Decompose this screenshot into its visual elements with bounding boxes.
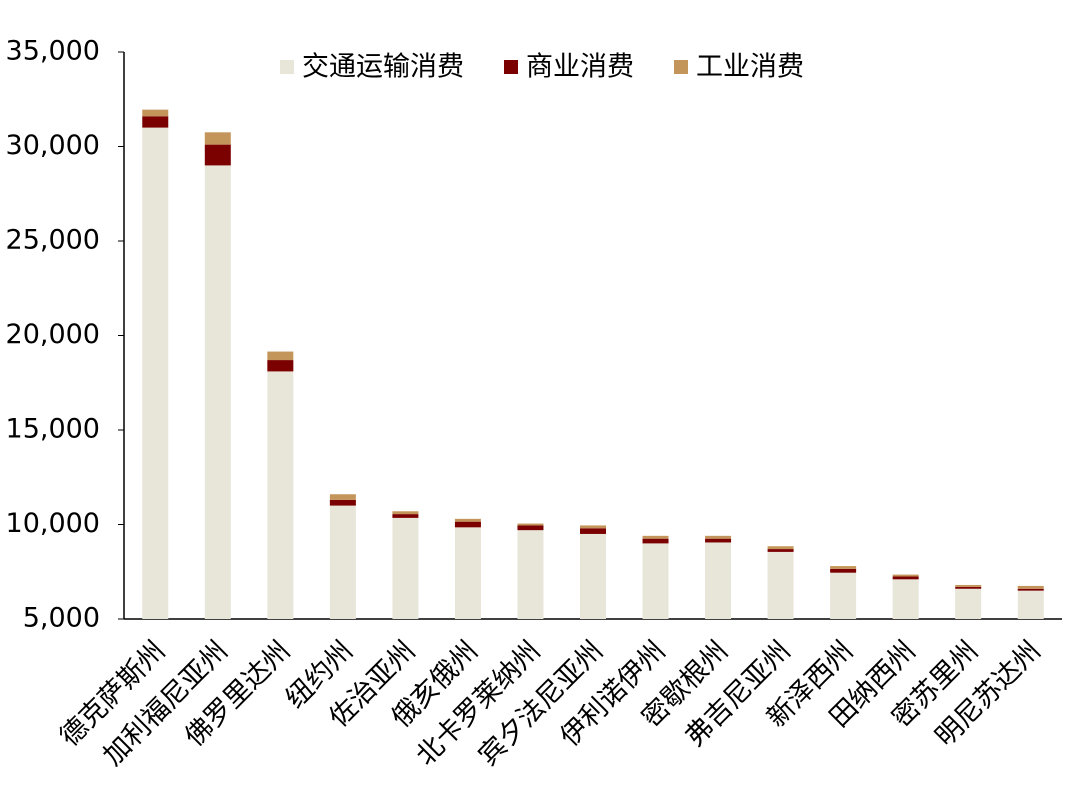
bar-segment [517, 530, 544, 619]
bar-segment [1017, 588, 1044, 591]
bar-segment [767, 549, 794, 552]
y-tick-label: 35,000 [6, 36, 100, 67]
bar-segment [204, 165, 231, 619]
bar-segment [705, 538, 732, 543]
bar-segment [955, 586, 982, 589]
bar-segment [580, 528, 606, 534]
bar-segment [392, 517, 419, 619]
bar-segment [204, 144, 231, 166]
bar-segment [454, 518, 481, 522]
bar-segment [454, 527, 481, 619]
bar-segment [392, 511, 419, 515]
bar-segment [642, 543, 669, 619]
bar-segment [1017, 590, 1044, 619]
bar-segment [830, 572, 857, 619]
bar-segment [955, 584, 982, 587]
bar-segment [767, 546, 794, 550]
legend-swatch [504, 60, 518, 74]
bar-segment [642, 538, 669, 544]
bar-segment [142, 116, 169, 128]
bar-segment [267, 351, 294, 361]
legend-swatch [280, 60, 294, 74]
y-tick-label: 15,000 [6, 414, 100, 445]
y-tick-label: 25,000 [6, 225, 100, 256]
bar-segment [329, 505, 356, 619]
legend-swatch [674, 60, 688, 74]
bar-segment [705, 542, 732, 619]
bar-segment [830, 566, 857, 569]
bar-segment [267, 371, 294, 619]
bar-segment [705, 535, 732, 539]
legend-label: 交通运输消费 [302, 52, 464, 83]
bar-segment [767, 551, 794, 619]
bar-segment [142, 127, 169, 619]
bar-segment [642, 535, 669, 539]
y-tick-label: 10,000 [6, 508, 100, 539]
bar-segment [517, 525, 544, 531]
bar-segment [892, 576, 919, 580]
bar-segment [892, 574, 919, 577]
bar-segment [1017, 585, 1044, 589]
bar-segment [955, 588, 982, 619]
y-tick-label: 30,000 [6, 130, 100, 161]
bar-segment [892, 579, 919, 619]
bar-segment [580, 533, 606, 619]
legend-label: 工业消费 [696, 52, 804, 83]
bar-segment [454, 521, 481, 528]
y-tick-label: 20,000 [6, 319, 100, 350]
bar-segment [392, 514, 419, 518]
bar-segment [204, 132, 231, 145]
bar-segment [830, 568, 857, 573]
bar-segment [329, 499, 356, 506]
bar-segment [142, 109, 169, 117]
bar-segment [329, 494, 356, 500]
bar-segment [580, 525, 606, 529]
bar-segment [517, 523, 544, 526]
legend-label: 商业消费 [526, 52, 634, 83]
bar-segment [267, 360, 294, 372]
y-tick-label: 5,000 [23, 603, 100, 634]
